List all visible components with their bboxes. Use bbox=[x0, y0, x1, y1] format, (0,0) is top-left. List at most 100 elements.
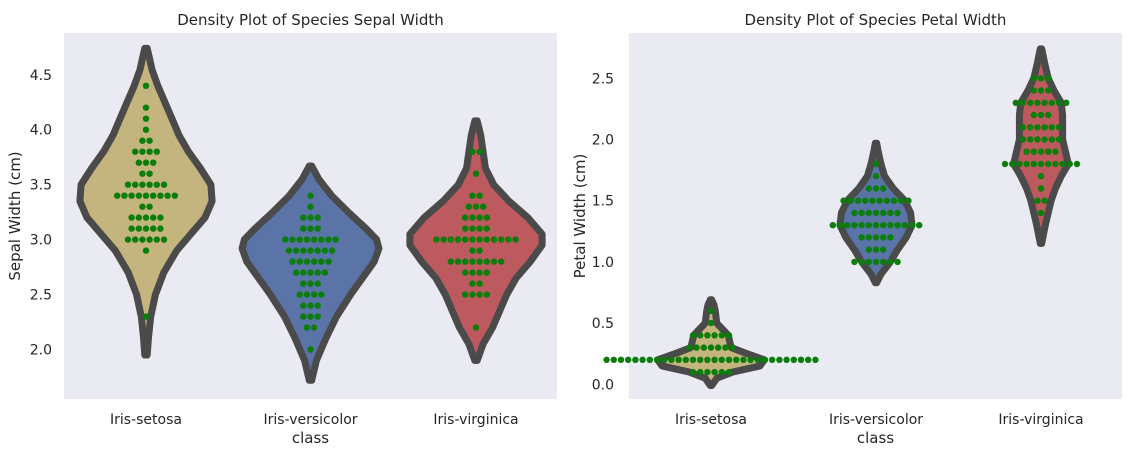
y-axis-label: Petal Width (cm) bbox=[571, 154, 589, 279]
data-point bbox=[142, 192, 150, 199]
data-point bbox=[160, 181, 168, 188]
data-point bbox=[164, 192, 171, 199]
data-point bbox=[307, 280, 314, 287]
data-point bbox=[135, 159, 142, 166]
data-point bbox=[865, 234, 872, 241]
data-point bbox=[300, 269, 307, 276]
data-point bbox=[157, 214, 164, 221]
y-tick-label: 4.0 bbox=[30, 123, 52, 139]
data-point bbox=[1055, 99, 1063, 107]
data-point bbox=[725, 368, 733, 376]
data-point bbox=[883, 197, 890, 204]
data-point bbox=[153, 148, 160, 155]
data-point bbox=[314, 225, 321, 232]
y-tick-label: 1.5 bbox=[592, 194, 614, 210]
data-point bbox=[325, 258, 332, 265]
data-point bbox=[153, 181, 160, 188]
data-point bbox=[1019, 136, 1027, 143]
data-point bbox=[733, 356, 740, 363]
data-point bbox=[318, 258, 325, 265]
data-point bbox=[139, 148, 146, 155]
data-point bbox=[153, 236, 160, 243]
data-point bbox=[142, 225, 150, 232]
violin-iris-virginica bbox=[1010, 45, 1072, 247]
data-point bbox=[1030, 148, 1038, 155]
data-point bbox=[1030, 160, 1038, 168]
data-point bbox=[483, 258, 490, 265]
data-point bbox=[704, 332, 711, 339]
petal-width-panel: Density Plot of Species Petal Width Peta… bbox=[571, 11, 1122, 447]
data-point bbox=[462, 214, 469, 221]
data-point bbox=[321, 247, 329, 254]
data-point bbox=[1045, 111, 1052, 119]
data-point bbox=[1041, 124, 1048, 131]
data-point bbox=[1019, 99, 1027, 107]
data-point bbox=[476, 280, 483, 287]
data-point bbox=[462, 236, 469, 243]
data-point bbox=[880, 185, 887, 192]
data-point bbox=[718, 368, 725, 376]
data-point bbox=[1027, 99, 1034, 107]
data-point bbox=[880, 246, 887, 253]
data-point bbox=[318, 236, 325, 243]
data-point bbox=[854, 197, 862, 204]
y-tick-label: 1.0 bbox=[592, 255, 614, 271]
data-point bbox=[876, 197, 883, 204]
data-point bbox=[139, 236, 146, 243]
data-point bbox=[128, 192, 135, 199]
data-point bbox=[858, 222, 865, 229]
data-point bbox=[887, 258, 894, 266]
data-point bbox=[1037, 75, 1045, 82]
data-point bbox=[296, 258, 303, 265]
data-point bbox=[469, 258, 476, 265]
data-point bbox=[296, 291, 303, 298]
data-point bbox=[872, 222, 880, 229]
x-tick-label: Iris-virginica bbox=[433, 412, 518, 428]
x-axis-label: class bbox=[857, 429, 894, 447]
data-point bbox=[783, 356, 790, 363]
data-point bbox=[1055, 136, 1063, 143]
chart-title: Density Plot of Species Sepal Width bbox=[177, 11, 444, 29]
data-point bbox=[617, 356, 625, 363]
data-point bbox=[1052, 148, 1059, 155]
data-point bbox=[300, 302, 307, 309]
data-point bbox=[865, 222, 872, 229]
data-point bbox=[469, 236, 476, 243]
data-point bbox=[472, 203, 480, 210]
data-point bbox=[872, 209, 880, 217]
data-point bbox=[829, 222, 836, 229]
data-point bbox=[1037, 111, 1045, 119]
data-point bbox=[314, 247, 321, 254]
data-point bbox=[150, 225, 157, 232]
data-point bbox=[718, 332, 725, 339]
x-tick-label: Iris-setosa bbox=[675, 412, 747, 428]
data-point bbox=[483, 236, 490, 243]
data-point bbox=[1045, 87, 1052, 94]
data-point bbox=[303, 324, 311, 331]
data-point bbox=[303, 291, 311, 298]
data-point bbox=[483, 269, 490, 276]
data-point bbox=[812, 356, 819, 363]
data-point bbox=[132, 181, 139, 188]
x-tick-labels: Iris-setosa Iris-versicolor Iris-virgini… bbox=[110, 412, 519, 428]
data-point bbox=[465, 203, 472, 210]
y-tick-label: 4.5 bbox=[30, 68, 52, 84]
data-point bbox=[142, 104, 150, 111]
data-point bbox=[697, 332, 704, 339]
data-point bbox=[300, 214, 307, 221]
data-point bbox=[146, 170, 153, 177]
data-point bbox=[729, 344, 736, 351]
data-point bbox=[469, 148, 476, 155]
data-point bbox=[908, 222, 916, 229]
data-point bbox=[462, 269, 469, 276]
data-point bbox=[693, 344, 700, 351]
data-point bbox=[865, 209, 872, 217]
data-point bbox=[142, 126, 150, 133]
data-point bbox=[668, 356, 675, 363]
data-point bbox=[469, 280, 476, 287]
y-tick-label: 2.0 bbox=[592, 132, 614, 148]
data-point bbox=[887, 234, 894, 241]
data-point bbox=[476, 236, 483, 243]
data-point bbox=[894, 222, 901, 229]
